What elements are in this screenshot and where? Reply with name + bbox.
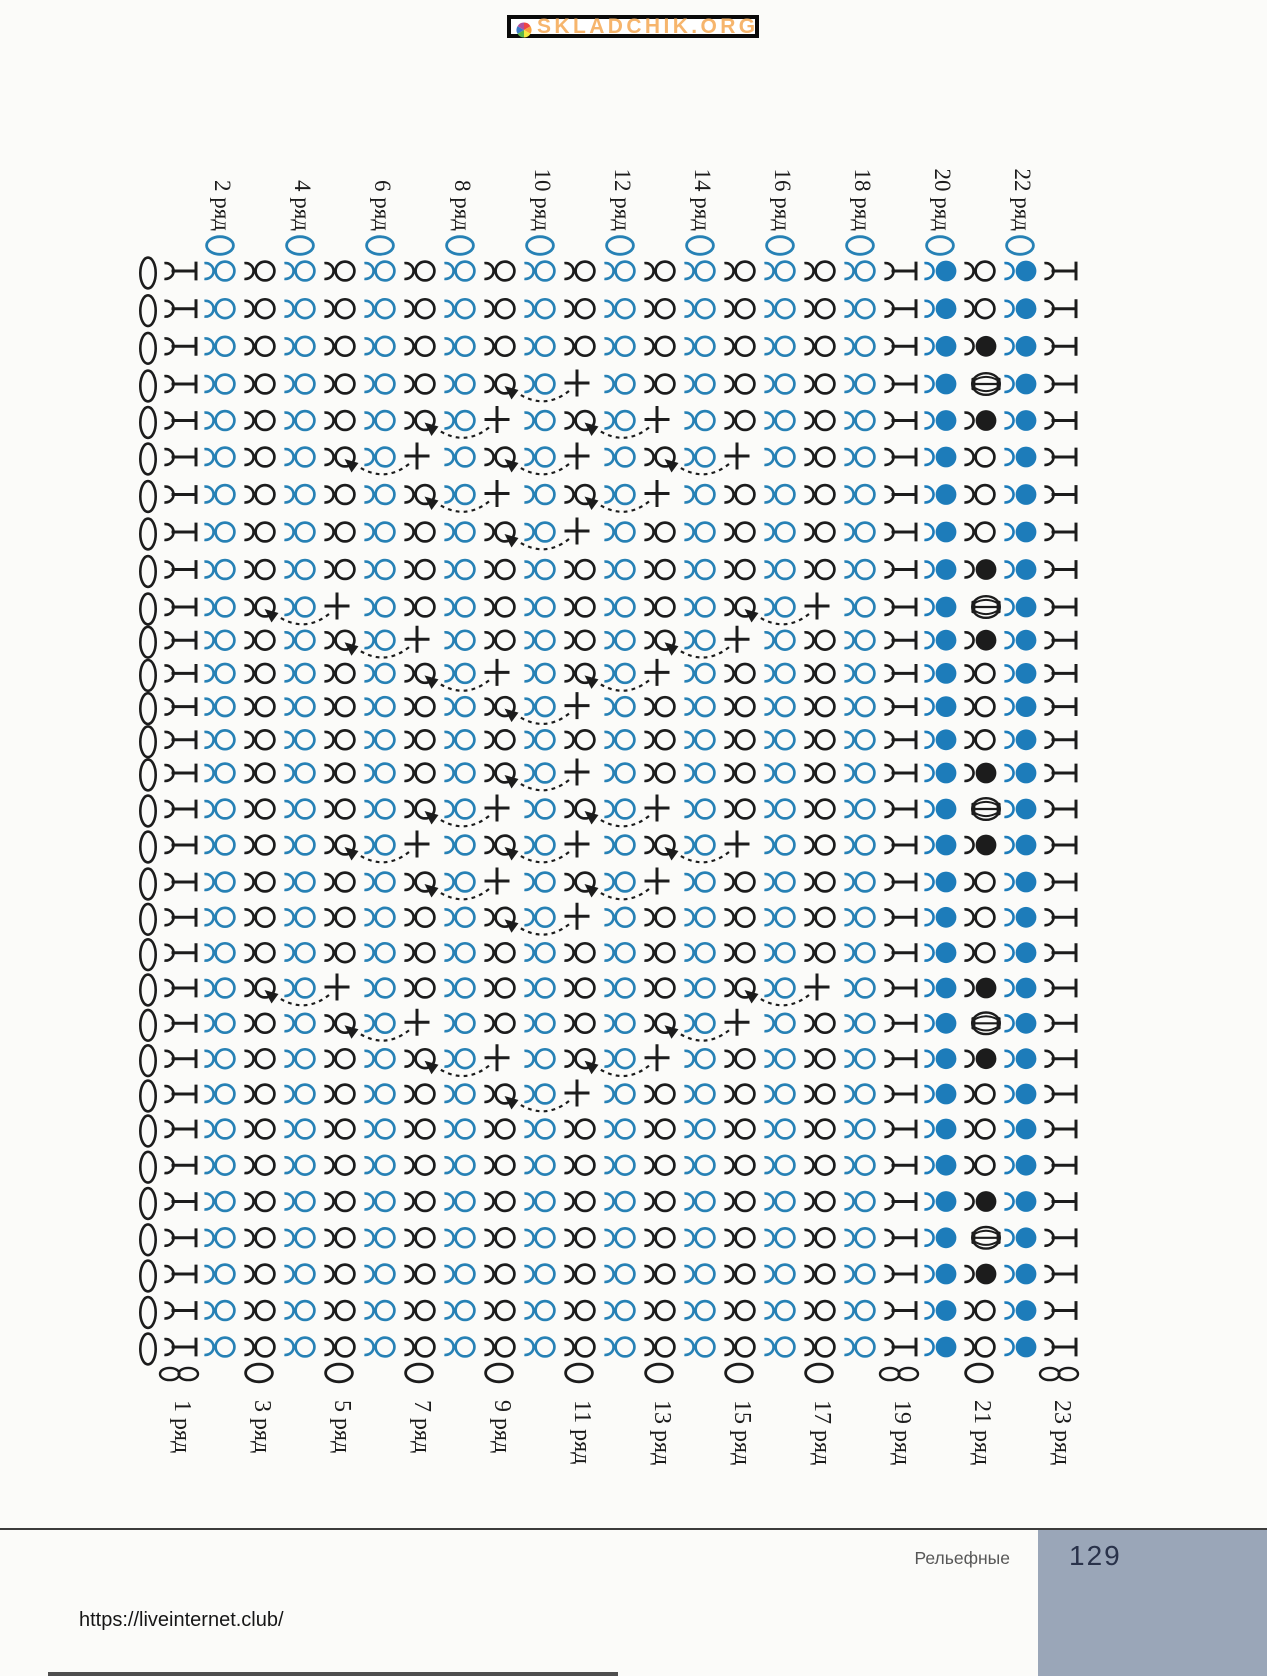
- svg-text:9 ряд: 9 ряд: [489, 1400, 515, 1453]
- svg-text:1 ряд: 1 ряд: [169, 1400, 195, 1453]
- svg-text:22 ряд: 22 ряд: [1010, 168, 1035, 231]
- svg-text:21 ряд: 21 ряд: [969, 1400, 995, 1465]
- svg-text:11 ряд: 11 ряд: [569, 1400, 595, 1464]
- svg-text:15 ряд: 15 ряд: [729, 1400, 755, 1465]
- svg-text:13 ряд: 13 ряд: [649, 1400, 675, 1465]
- svg-text:16 ряд: 16 ряд: [770, 168, 795, 231]
- svg-text:19 ряд: 19 ряд: [889, 1400, 915, 1465]
- svg-text:12 ряд: 12 ряд: [610, 168, 635, 231]
- svg-text:14 ряд: 14 ряд: [690, 168, 715, 231]
- svg-text:8 ряд: 8 ряд: [450, 180, 475, 231]
- svg-text:10 ряд: 10 ряд: [530, 168, 555, 231]
- svg-text:18 ряд: 18 ряд: [850, 168, 875, 231]
- svg-text:6 ряд: 6 ряд: [370, 180, 395, 231]
- svg-text:5 ряд: 5 ряд: [329, 1400, 355, 1453]
- svg-text:7 ряд: 7 ряд: [409, 1400, 435, 1453]
- svg-text:17 ряд: 17 ряд: [809, 1400, 835, 1465]
- svg-text:4 ряд: 4 ряд: [290, 180, 315, 231]
- svg-text:3 ряд: 3 ряд: [249, 1400, 275, 1453]
- svg-text:2 ряд: 2 ряд: [210, 180, 235, 231]
- svg-text:23 ряд: 23 ряд: [1049, 1400, 1075, 1465]
- svg-text:20 ряд: 20 ряд: [930, 168, 955, 231]
